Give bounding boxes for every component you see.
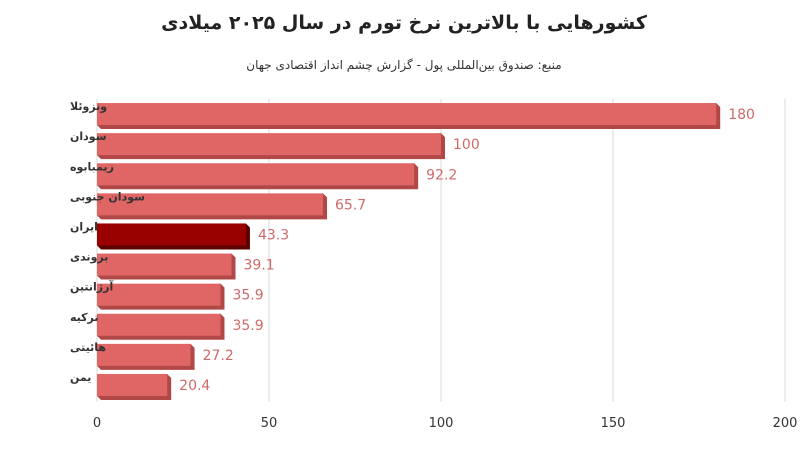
bar-6 bbox=[97, 283, 221, 306]
x-tick-label: 100 bbox=[429, 416, 454, 431]
bar-5 bbox=[97, 253, 232, 276]
category-label: آرژانتین bbox=[70, 280, 113, 294]
category-label: سودان جنوبی bbox=[70, 190, 145, 203]
value-label: 100 bbox=[453, 137, 480, 153]
bar-8 bbox=[97, 343, 191, 366]
x-tick-label: 200 bbox=[773, 416, 798, 431]
bar-4 bbox=[97, 223, 246, 246]
category-label: هائیتی bbox=[70, 341, 106, 354]
value-label: 180 bbox=[728, 107, 755, 123]
value-label: 39.1 bbox=[244, 258, 275, 274]
bars bbox=[97, 103, 721, 400]
labels: 0 50 100 150 200 180 ونزوئلا 100 سودان 92.2 زیمباب… bbox=[70, 100, 797, 431]
value-label: 20.4 bbox=[179, 378, 210, 394]
bar-3 bbox=[97, 193, 324, 216]
category-label: سودان bbox=[70, 130, 107, 143]
category-label: ترکیه bbox=[70, 311, 99, 324]
value-label: 65.7 bbox=[335, 197, 366, 213]
bar-2 bbox=[97, 163, 415, 186]
category-label: بروندی bbox=[70, 251, 108, 264]
bar-7 bbox=[97, 313, 221, 336]
category-label: ونزوئلا bbox=[70, 100, 107, 113]
category-label: زیمبابوه bbox=[70, 160, 114, 173]
value-label: 27.2 bbox=[203, 348, 234, 364]
bar-1 bbox=[97, 133, 441, 156]
bar-0 bbox=[97, 103, 717, 126]
chart-subtitle: منبع: صندوق بین‌المللی پول - گزارش چشم ا… bbox=[246, 58, 562, 72]
x-tick-label: 0 bbox=[93, 416, 101, 431]
category-label: یمن bbox=[70, 371, 91, 384]
bar-9 bbox=[97, 373, 168, 396]
x-tick-label: 50 bbox=[261, 416, 278, 431]
value-label: 92.2 bbox=[426, 167, 457, 183]
value-label: 35.9 bbox=[232, 288, 263, 304]
value-label: 43.3 bbox=[258, 227, 289, 243]
category-label: ایران bbox=[70, 220, 98, 233]
x-tick-label: 150 bbox=[601, 416, 626, 431]
value-label: 35.9 bbox=[232, 318, 263, 334]
chart-title: کشورهایی با بالاترین نرخ تورم در سال ۲۰۲… bbox=[161, 12, 647, 34]
